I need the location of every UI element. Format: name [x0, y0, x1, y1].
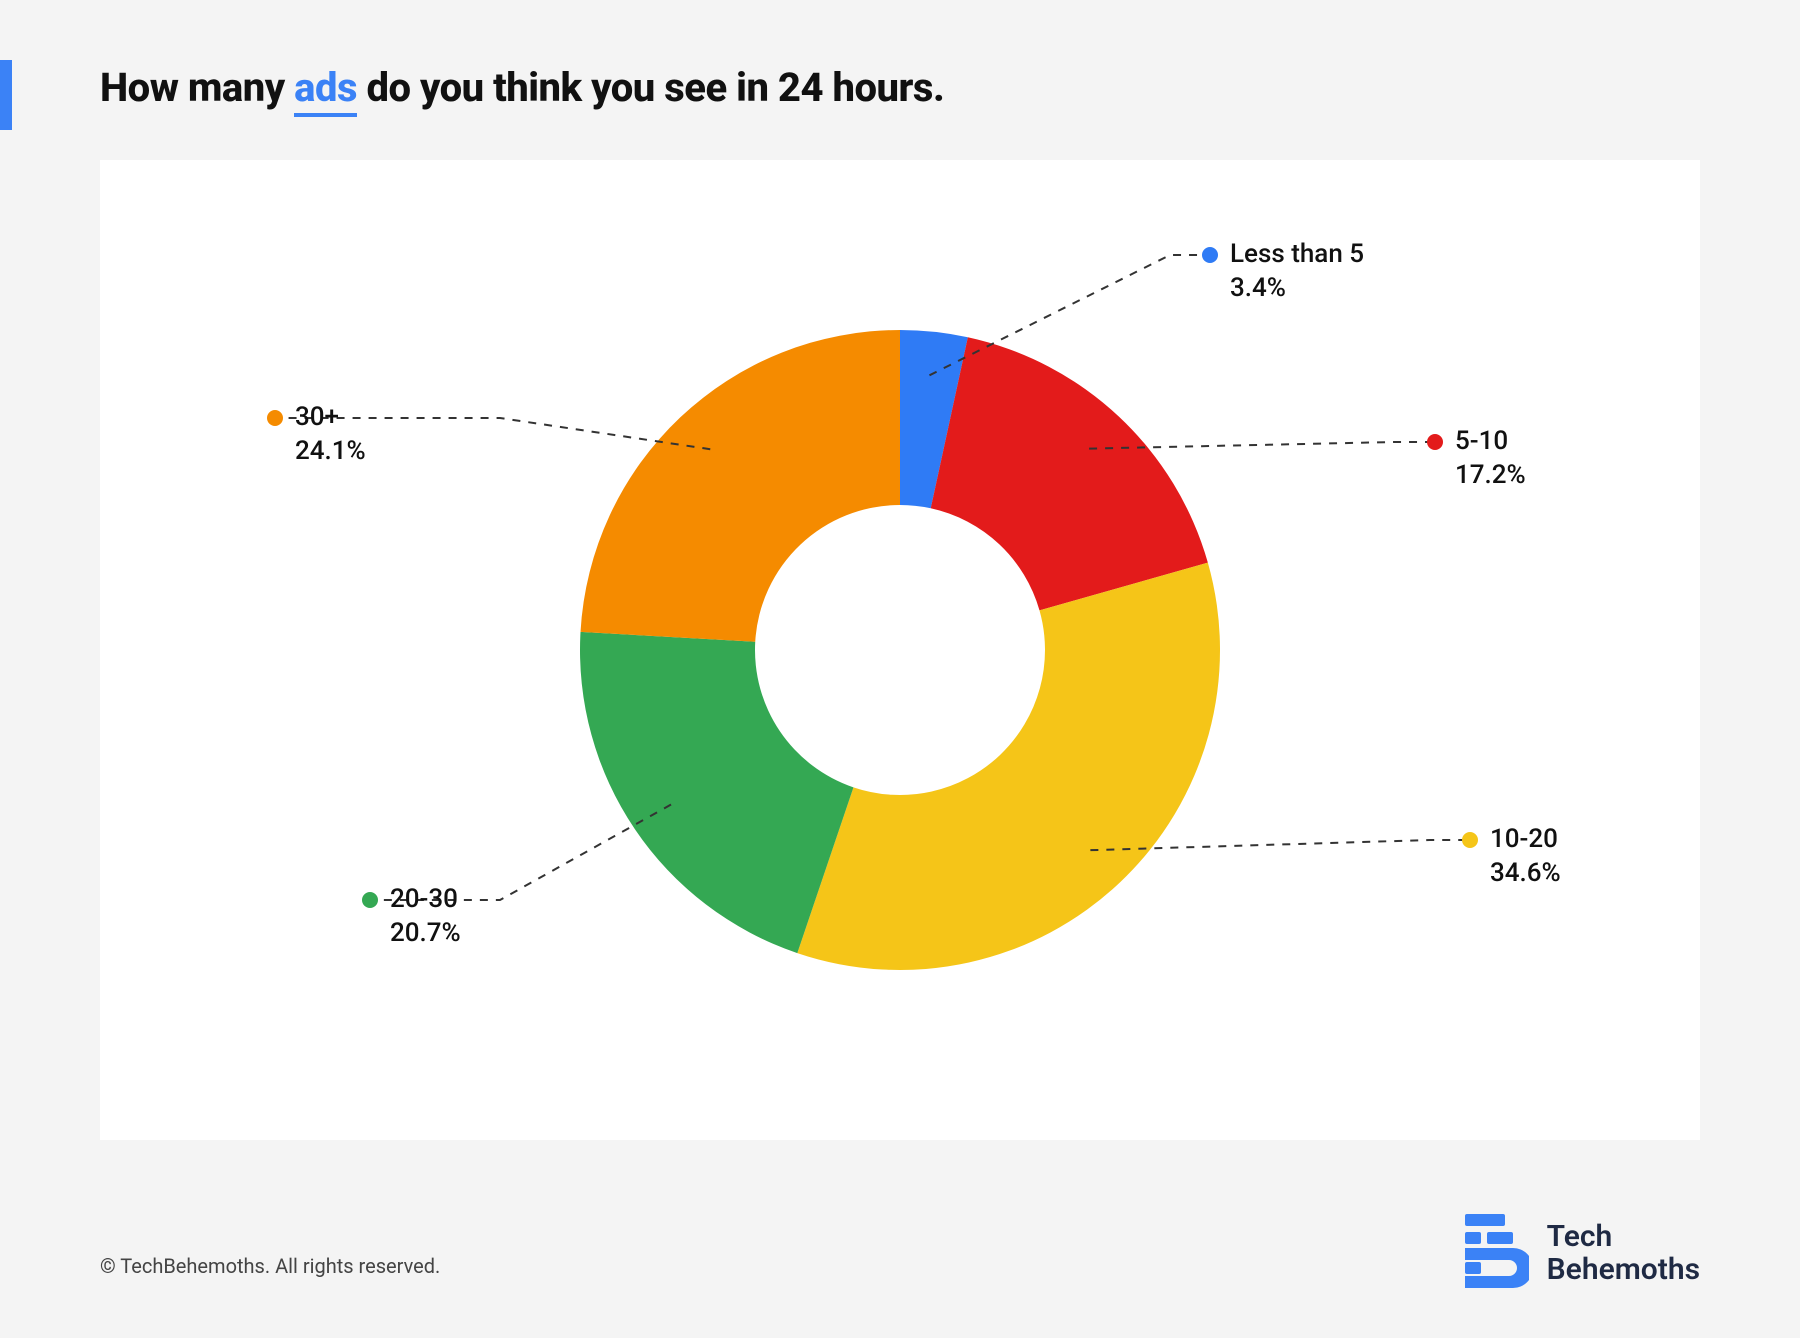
- donut-segment: [581, 330, 900, 642]
- legend-label: 20-3020.7%: [390, 883, 461, 951]
- legend-bullet: [362, 892, 378, 908]
- accent-bar: [0, 60, 12, 130]
- legend-label: Less than 53.4%: [1230, 238, 1364, 306]
- legend-name: 10-20: [1490, 823, 1561, 857]
- legend-name: 30+: [295, 401, 366, 435]
- legend-label: 10-2034.6%: [1490, 823, 1561, 891]
- brand-text: Tech Behemoths: [1547, 1220, 1700, 1286]
- legend-bullet: [267, 410, 283, 426]
- brand-logo-icon: [1459, 1208, 1529, 1298]
- donut-segment: [931, 337, 1208, 610]
- brand-block: Tech Behemoths: [1459, 1208, 1700, 1298]
- legend-label: 30+24.1%: [295, 401, 366, 469]
- legend-percent: 20.7%: [390, 917, 461, 951]
- title-pre: How many: [100, 64, 294, 111]
- donut-chart: [100, 160, 1700, 1140]
- legend-percent: 3.4%: [1230, 272, 1364, 306]
- page-title: How many ads do you think you see in 24 …: [100, 64, 944, 111]
- legend-label: 5-1017.2%: [1455, 425, 1526, 493]
- title-highlight: ads: [294, 64, 357, 117]
- page-root: How many ads do you think you see in 24 …: [0, 0, 1800, 1338]
- legend-bullet: [1202, 247, 1218, 263]
- chart-card: Less than 53.4%5-1017.2%10-2034.6%20-302…: [100, 160, 1700, 1140]
- brand-line1: Tech: [1547, 1220, 1700, 1253]
- legend-bullet: [1462, 832, 1478, 848]
- footer-copyright: © TechBehemoths. All rights reserved.: [100, 1254, 440, 1278]
- legend-bullet: [1427, 434, 1443, 450]
- donut-segment: [797, 563, 1220, 970]
- donut-segment: [580, 632, 853, 953]
- brand-line2: Behemoths: [1547, 1253, 1700, 1286]
- legend-name: 20-30: [390, 883, 461, 917]
- legend-name: Less than 5: [1230, 238, 1364, 272]
- legend-name: 5-10: [1455, 425, 1526, 459]
- legend-percent: 24.1%: [295, 435, 366, 469]
- legend-percent: 17.2%: [1455, 459, 1526, 493]
- legend-percent: 34.6%: [1490, 857, 1561, 891]
- title-post: do you think you see in 24 hours.: [357, 64, 944, 111]
